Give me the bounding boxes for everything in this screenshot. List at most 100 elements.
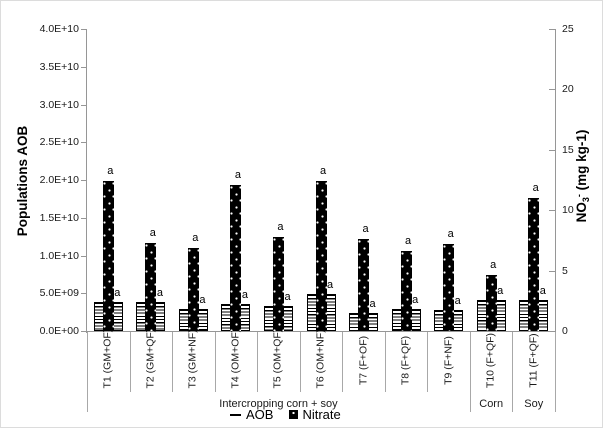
category-label-10: T11 (F+QF) bbox=[527, 333, 540, 388]
category-label-7: T8 (F+QF) bbox=[399, 335, 412, 386]
right-axis-line bbox=[555, 29, 556, 333]
legend-item-aob: AOB bbox=[230, 407, 273, 422]
legend: AOB Nitrate bbox=[230, 407, 341, 422]
aob-line-marker-icon bbox=[230, 413, 241, 416]
sig-label-nitrate-4: a bbox=[277, 220, 284, 233]
sig-label-aob-7: a bbox=[412, 294, 419, 307]
category-separator-8 bbox=[427, 332, 429, 392]
category-separator-6 bbox=[342, 332, 344, 392]
left-axis-line bbox=[86, 29, 87, 333]
bar-nitrate-2 bbox=[187, 247, 199, 331]
right-axis-tick-3 bbox=[549, 149, 555, 151]
sig-label-aob-5: a bbox=[327, 279, 334, 291]
left-axis-tick-3 bbox=[81, 217, 86, 219]
category-separator-3 bbox=[214, 332, 216, 392]
bar-nitrate-3 bbox=[230, 184, 242, 331]
legend-item-nitrate: Nitrate bbox=[289, 407, 341, 422]
category-separator-11 bbox=[555, 332, 556, 412]
bar-nitrate-0 bbox=[102, 181, 114, 331]
right-axis-tick-4 bbox=[549, 89, 555, 91]
left-tick-label-6: 3.0E+10 bbox=[39, 98, 79, 111]
right-tick-label-1: 5 bbox=[562, 264, 568, 277]
left-tick-label-2: 1.0E+10 bbox=[39, 249, 79, 262]
sig-label-nitrate-9: a bbox=[490, 259, 497, 272]
category-label-2: T3 (GM+NF) bbox=[186, 329, 199, 389]
sig-label-aob-4: a bbox=[284, 291, 291, 304]
sig-label-nitrate-2: a bbox=[192, 231, 199, 244]
sig-label-nitrate-6: a bbox=[362, 223, 369, 236]
left-axis-tick-5 bbox=[81, 142, 86, 144]
bar-nitrate-8 bbox=[443, 244, 455, 331]
category-label-4: T5 (OM+QF) bbox=[271, 328, 284, 389]
category-separator-9 bbox=[469, 332, 471, 412]
sig-label-aob-9: a bbox=[497, 285, 504, 298]
bar-nitrate-10 bbox=[528, 198, 540, 331]
category-label-3: T4 (OM+OF) bbox=[229, 328, 242, 389]
right-axis-tick-2 bbox=[549, 210, 555, 212]
category-separator-2 bbox=[172, 332, 174, 392]
category-separator-1 bbox=[129, 332, 131, 392]
right-tick-label-5: 25 bbox=[562, 23, 574, 35]
left-tick-label-5: 2.5E+10 bbox=[39, 136, 79, 149]
left-tick-label-4: 2.0E+10 bbox=[39, 174, 79, 186]
legend-label-nitrate: Nitrate bbox=[302, 407, 341, 422]
left-axis-tick-8 bbox=[81, 29, 86, 30]
left-tick-label-7: 3.5E+10 bbox=[39, 60, 79, 73]
right-tick-label-2: 10 bbox=[562, 204, 574, 217]
sig-label-nitrate-10: a bbox=[532, 182, 539, 195]
category-separator-0 bbox=[87, 332, 88, 412]
category-separator-7 bbox=[384, 332, 386, 392]
nitrate-square-marker-icon bbox=[289, 410, 299, 419]
bar-nitrate-9 bbox=[485, 275, 497, 331]
sig-label-nitrate-8: a bbox=[447, 228, 454, 241]
left-tick-label-1: 5.0E+09 bbox=[39, 287, 79, 300]
sig-label-aob-6: a bbox=[369, 297, 376, 310]
left-axis-tick-2 bbox=[81, 255, 86, 257]
category-label-5: T6 (OM+NF) bbox=[314, 329, 327, 389]
sig-label-aob-3: a bbox=[241, 288, 249, 301]
left-tick-label-8: 4.0E+10 bbox=[39, 23, 79, 35]
group-label-1: Corn bbox=[479, 398, 504, 410]
sig-label-aob-10: a bbox=[539, 285, 546, 298]
category-label-0: T1 (GM+OF) bbox=[101, 328, 114, 389]
left-axis-tick-4 bbox=[81, 180, 86, 181]
category-label-9: T10 (F+QF) bbox=[484, 332, 497, 389]
sig-label-nitrate-0: a bbox=[107, 165, 114, 178]
bar-nitrate-4 bbox=[272, 236, 284, 331]
left-tick-label-0: 0.0E+00 bbox=[39, 325, 79, 337]
bar-nitrate-5 bbox=[315, 181, 327, 331]
category-label-1: T2 (GM+QF) bbox=[144, 328, 157, 389]
left-axis-tick-7 bbox=[81, 66, 86, 68]
bottom-axis-line bbox=[86, 331, 556, 332]
bar-nitrate-1 bbox=[145, 242, 157, 331]
category-label-6: T7 (F+OF) bbox=[357, 335, 370, 386]
sig-label-aob-8: a bbox=[454, 294, 461, 307]
category-separator-4 bbox=[257, 332, 259, 392]
right-tick-label-4: 20 bbox=[562, 83, 574, 96]
sig-label-nitrate-5: a bbox=[319, 165, 327, 178]
category-separator-10 bbox=[512, 332, 514, 412]
sig-label-nitrate-1: a bbox=[149, 226, 156, 239]
category-label-8: T9 (F+NF) bbox=[442, 336, 455, 385]
bar-nitrate-7 bbox=[400, 251, 412, 331]
sig-label-aob-0: a bbox=[114, 287, 121, 300]
sig-label-aob-2: a bbox=[199, 294, 206, 307]
right-tick-label-3: 15 bbox=[562, 143, 574, 156]
right-axis-tick-5 bbox=[549, 29, 555, 30]
group-label-2: Soy bbox=[524, 398, 544, 410]
category-separator-5 bbox=[299, 332, 301, 392]
right-axis-tick-0 bbox=[549, 331, 555, 332]
left-axis-tick-0 bbox=[81, 331, 86, 332]
sig-label-aob-1: a bbox=[156, 287, 163, 300]
sig-label-nitrate-7: a bbox=[405, 235, 412, 248]
bar-nitrate-6 bbox=[358, 239, 370, 331]
left-axis-tick-1 bbox=[81, 293, 86, 295]
group-label-0: Intercropping corn + soy bbox=[219, 398, 338, 410]
right-axis-tick-1 bbox=[549, 270, 555, 272]
legend-label-aob: AOB bbox=[246, 407, 274, 422]
left-tick-label-3: 1.5E+10 bbox=[39, 211, 79, 224]
left-axis-tick-6 bbox=[81, 104, 86, 106]
right-tick-label-0: 0 bbox=[562, 325, 568, 337]
